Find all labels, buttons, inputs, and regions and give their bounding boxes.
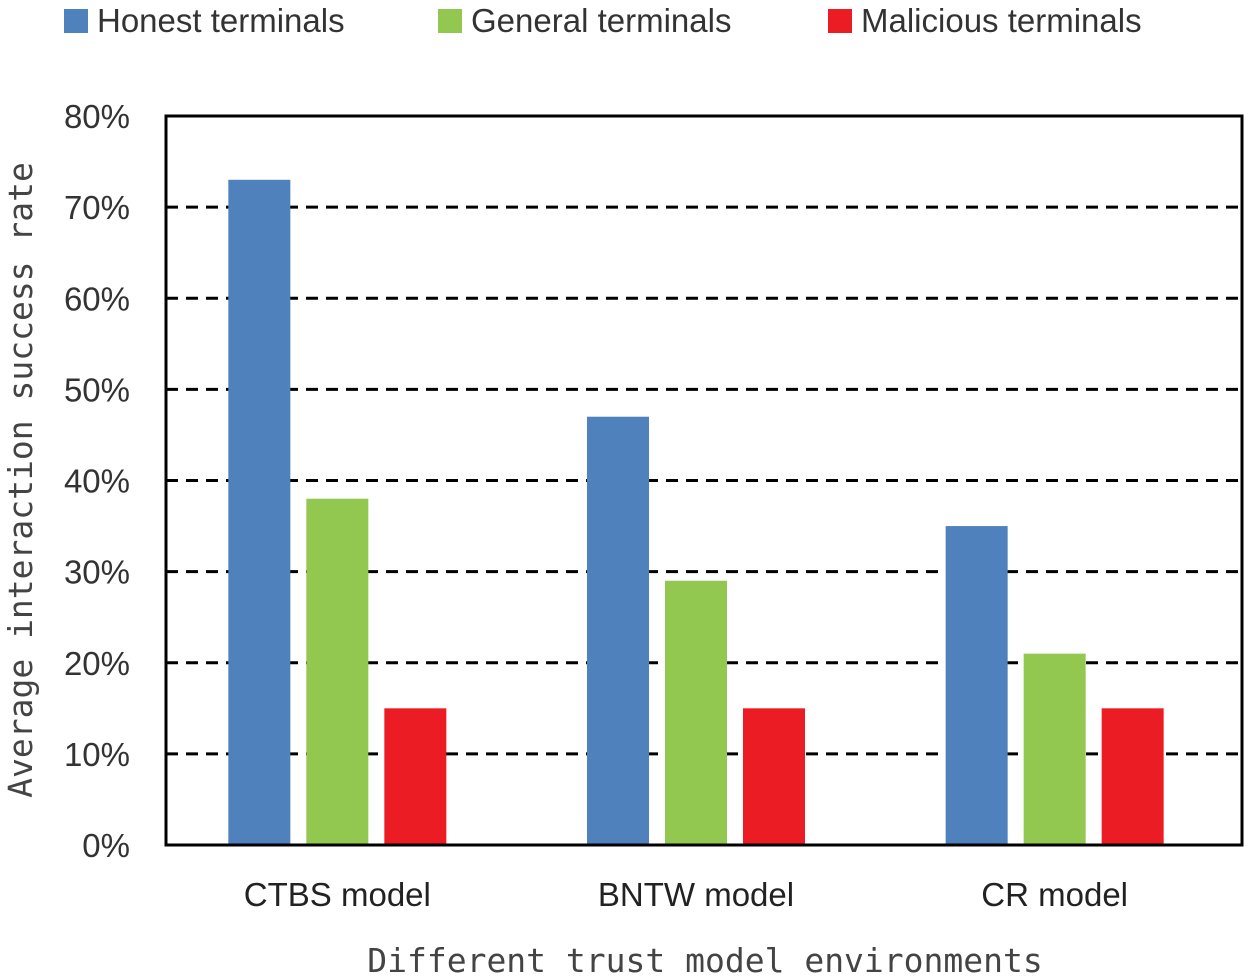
legend-label: General terminals bbox=[471, 2, 731, 39]
bar-general-terminals-ctbs-model bbox=[306, 498, 369, 845]
y-tick-label: 60% bbox=[64, 280, 130, 317]
legend: Honest terminals General terminals Malicio… bbox=[64, 2, 1142, 39]
bar-malicious-terminals-ctbs-model bbox=[384, 708, 447, 845]
y-tick-label: 80% bbox=[64, 98, 130, 135]
bar-honest-terminals-bntw-model bbox=[587, 416, 649, 845]
bars bbox=[228, 179, 1164, 846]
y-tick-label: 30% bbox=[64, 554, 130, 591]
legend-swatch bbox=[828, 9, 852, 33]
bar-general-terminals-cr-model bbox=[1023, 653, 1086, 845]
bar-malicious-terminals-bntw-model bbox=[743, 708, 805, 845]
x-category-label: CTBS model bbox=[244, 876, 431, 913]
x-axis-categories: CTBS model BNTW model CR model bbox=[244, 876, 1128, 913]
y-axis-ticks: 0% 10% 20% 30% 40% 50% 60% 70% 80% bbox=[64, 98, 130, 864]
bar-malicious-terminals-cr-model bbox=[1101, 708, 1164, 845]
legend-label: Honest terminals bbox=[97, 2, 345, 39]
bar-honest-terminals-ctbs-model bbox=[228, 179, 291, 846]
y-tick-label: 20% bbox=[64, 645, 130, 682]
x-category-label: BNTW model bbox=[598, 876, 794, 913]
bar-honest-terminals-cr-model bbox=[945, 526, 1008, 845]
y-tick-label: 10% bbox=[64, 736, 130, 773]
x-category-label: CR model bbox=[981, 876, 1128, 913]
legend-swatch bbox=[64, 9, 88, 33]
y-tick-label: 40% bbox=[64, 463, 130, 500]
y-tick-label: 70% bbox=[64, 189, 130, 226]
plot-frame bbox=[164, 114, 1244, 847]
x-axis-title: Different trust model environments bbox=[367, 941, 1043, 979]
legend-label: Malicious terminals bbox=[861, 2, 1142, 39]
legend-swatch bbox=[438, 9, 462, 33]
y-tick-label: 0% bbox=[82, 827, 130, 864]
bar-general-terminals-bntw-model bbox=[665, 580, 727, 845]
y-axis-title: Average interaction success rate bbox=[1, 162, 40, 798]
y-tick-label: 50% bbox=[64, 371, 130, 408]
